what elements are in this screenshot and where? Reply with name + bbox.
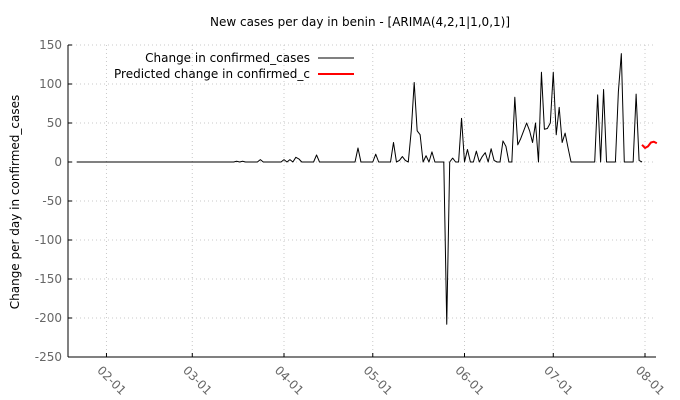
series-layer <box>76 53 658 325</box>
series-line-observed <box>76 53 643 325</box>
x-tick-label: 02-01 <box>94 363 129 398</box>
x-tick-label: 07-01 <box>541 363 576 398</box>
series-line-predicted <box>641 140 658 149</box>
x-tick-label: 05-01 <box>361 363 396 398</box>
y-tick-label: 100 <box>39 77 62 91</box>
axes: 150 100 50 0 -50 -100 -150 -200 -250 02-01 03-01 04… <box>35 38 668 398</box>
legend-label-observed: Change in confirmed_cases <box>145 51 310 65</box>
legend: Change in confirmed_cases Predicted chan… <box>114 51 354 81</box>
legend-label-predicted: Predicted change in confirmed_c <box>114 67 310 81</box>
y-tick-label: -100 <box>35 233 62 247</box>
chart-title: New cases per day in benin - [ARIMA(4,2,… <box>210 15 510 29</box>
y-axis-label: Change per day in confirmed_cases <box>8 95 22 310</box>
y-tick-label: -200 <box>35 311 62 325</box>
x-tick-label: 08-01 <box>633 363 668 398</box>
grid <box>68 44 656 357</box>
y-tick-label: 0 <box>54 155 62 169</box>
y-tick-label: -50 <box>42 194 62 208</box>
y-tick-label: -250 <box>35 350 62 364</box>
x-tick-label: 03-01 <box>180 363 215 398</box>
y-tick-label: 50 <box>47 116 62 130</box>
x-tick-label: 04-01 <box>272 363 307 398</box>
x-tick-label: 06-01 <box>452 363 487 398</box>
y-tick-label: -150 <box>35 272 62 286</box>
y-tick-label: 150 <box>39 38 62 52</box>
